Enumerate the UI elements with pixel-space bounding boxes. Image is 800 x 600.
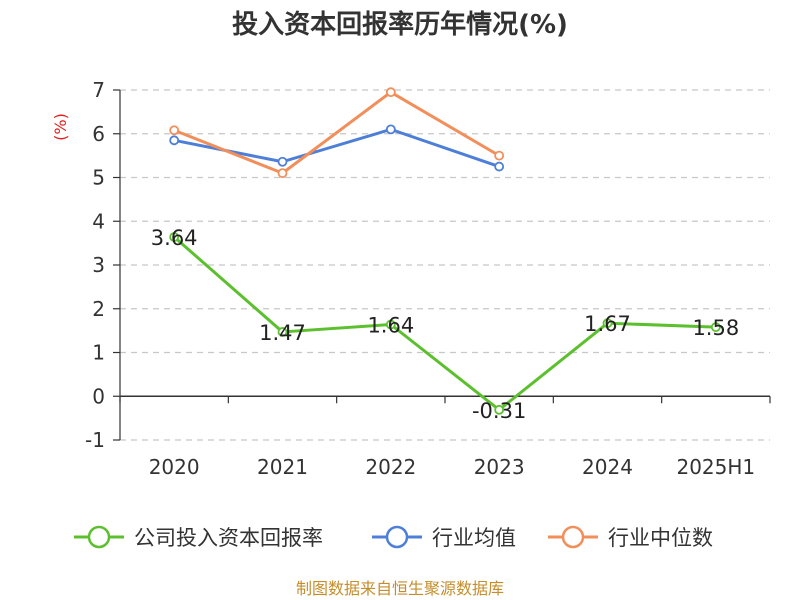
point-0-2022 bbox=[385, 319, 396, 330]
legend-label-0: 公司投入资本回报率 bbox=[134, 526, 323, 550]
y-axis-label: (%) bbox=[51, 113, 70, 141]
x-tick-label-2021: 2021 bbox=[257, 455, 308, 479]
series-layer bbox=[169, 87, 721, 415]
point-1-2020 bbox=[169, 135, 180, 146]
legend-marker-2 bbox=[561, 525, 585, 549]
y-tick-label-0: 0 bbox=[92, 384, 105, 408]
y-tick-label-4: 4 bbox=[92, 209, 105, 233]
data-label-2024: 1.67 bbox=[584, 312, 631, 336]
y-tick-label-5: 5 bbox=[92, 166, 105, 190]
legend-label-1: 行业均值 bbox=[432, 526, 516, 550]
data-label-2021: 1.47 bbox=[259, 321, 306, 345]
point-2-2022 bbox=[385, 87, 396, 98]
y-tick-label-2: 2 bbox=[92, 297, 105, 321]
point-0-2025H1 bbox=[710, 322, 721, 333]
grid bbox=[120, 89, 770, 441]
legend-item-2: 行业中位数 bbox=[548, 525, 713, 550]
y-tick-label-3: 3 bbox=[92, 253, 105, 277]
x-tick-label-2024: 2024 bbox=[582, 455, 633, 479]
x-tick-label-2022: 2022 bbox=[365, 455, 416, 479]
x-tick-label-2025H1: 2025H1 bbox=[676, 455, 755, 479]
point-0-2020 bbox=[169, 232, 180, 242]
point-1-2023 bbox=[494, 161, 505, 172]
data-label-2020: 3.64 bbox=[151, 226, 198, 250]
series-line-0 bbox=[173, 235, 716, 412]
x-tick-label-2020: 2020 bbox=[149, 455, 200, 479]
point-2-2021 bbox=[277, 168, 288, 179]
data-labels: 3.64 1.47 1.64 -0.31 1.67 1.58 bbox=[151, 226, 739, 423]
y-tick-label-1: 1 bbox=[92, 341, 105, 365]
y-tick-label--1: -1 bbox=[85, 428, 105, 452]
chart-title: 投入资本回报率历年情况(%) bbox=[232, 9, 568, 40]
y-tick-label-6: 6 bbox=[92, 122, 105, 146]
point-0-2021 bbox=[277, 327, 288, 337]
point-1-2021 bbox=[277, 156, 288, 167]
point-0-2024 bbox=[602, 318, 613, 329]
y-tick-label-7: 7 bbox=[92, 78, 105, 102]
axes: -1 0 1 2 3 4 5 6 7 2020 2021 2022 2023 2024 2025H1 bbox=[85, 78, 771, 479]
source-note: 制图数据来自恒生聚源数据库 bbox=[296, 579, 504, 598]
legend-item-0: 公司投入资本回报率 bbox=[74, 525, 323, 550]
legend: 公司投入资本回报率 行业均值 行业中位数 bbox=[74, 525, 713, 550]
point-2-2020 bbox=[169, 125, 180, 136]
series-line-2 bbox=[173, 90, 500, 175]
legend-item-1: 行业均值 bbox=[372, 525, 516, 550]
x-tick-label-2023: 2023 bbox=[474, 455, 525, 479]
legend-label-2: 行业中位数 bbox=[608, 526, 713, 550]
point-1-2022 bbox=[385, 124, 396, 135]
data-label-2023: -0.31 bbox=[472, 399, 526, 423]
data-label-2022: 1.64 bbox=[367, 314, 414, 338]
point-2-2023 bbox=[494, 150, 505, 161]
point-0-2023 bbox=[494, 404, 505, 415]
legend-marker-0 bbox=[87, 525, 111, 549]
legend-marker-1 bbox=[385, 525, 409, 549]
data-label-2025H1: 1.58 bbox=[692, 316, 739, 340]
